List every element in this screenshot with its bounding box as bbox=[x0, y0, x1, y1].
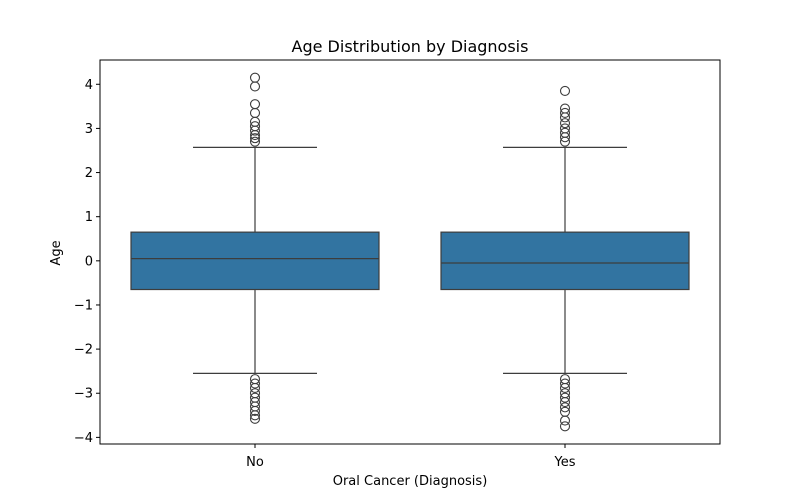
outlier-point bbox=[249, 81, 261, 92]
outlier-point bbox=[559, 382, 571, 393]
outlier-point bbox=[249, 129, 261, 141]
chart-title: Age Distribution by Diagnosis bbox=[292, 37, 529, 56]
y-tick-label: −3 bbox=[74, 387, 93, 402]
outlier-point bbox=[249, 99, 261, 110]
outlier-point bbox=[559, 112, 571, 123]
outlier-point bbox=[559, 378, 571, 389]
outlier-point bbox=[559, 107, 571, 119]
x-tick-label: Yes bbox=[554, 455, 576, 470]
outlier-point bbox=[249, 405, 261, 416]
outlier-point bbox=[249, 133, 261, 144]
outlier-point bbox=[559, 118, 571, 129]
outlier-point bbox=[249, 125, 261, 136]
outlier-point bbox=[249, 107, 261, 119]
outlier-point bbox=[559, 415, 571, 426]
x-tick-label: No bbox=[246, 455, 264, 470]
y-axis-label: Age bbox=[49, 240, 64, 265]
outlier-point bbox=[249, 378, 261, 389]
y-tick-label: 3 bbox=[85, 122, 93, 137]
outlier-point bbox=[249, 136, 261, 147]
y-tick-label: 1 bbox=[85, 210, 93, 225]
plot-area: 4 3 2 1 0 −1 −2 −3 −4 No Yes bbox=[74, 72, 690, 470]
iqr-box bbox=[130, 231, 380, 291]
outlier-point bbox=[249, 410, 261, 421]
outlier-point bbox=[559, 85, 571, 96]
y-tick-label: −1 bbox=[74, 298, 93, 313]
y-tick-label: 2 bbox=[85, 166, 93, 181]
outlier-point bbox=[559, 421, 571, 432]
y-tick-label: −4 bbox=[74, 431, 93, 446]
outlier-point bbox=[559, 402, 571, 413]
plot-frame bbox=[99, 59, 721, 445]
y-tick-label: 4 bbox=[85, 78, 93, 93]
iqr-box bbox=[440, 231, 690, 291]
y-tick-label: −2 bbox=[74, 343, 93, 358]
y-tick-label: 0 bbox=[85, 254, 93, 269]
outlier-point bbox=[249, 382, 261, 393]
x-axis-label: Oral Cancer (Diagnosis) bbox=[333, 474, 488, 489]
outlier-point bbox=[249, 72, 261, 83]
outlier-point bbox=[249, 413, 261, 424]
outlier-point bbox=[559, 397, 571, 408]
outlier-point bbox=[559, 392, 571, 403]
outlier-point bbox=[559, 136, 571, 147]
outlier-point bbox=[559, 132, 571, 143]
